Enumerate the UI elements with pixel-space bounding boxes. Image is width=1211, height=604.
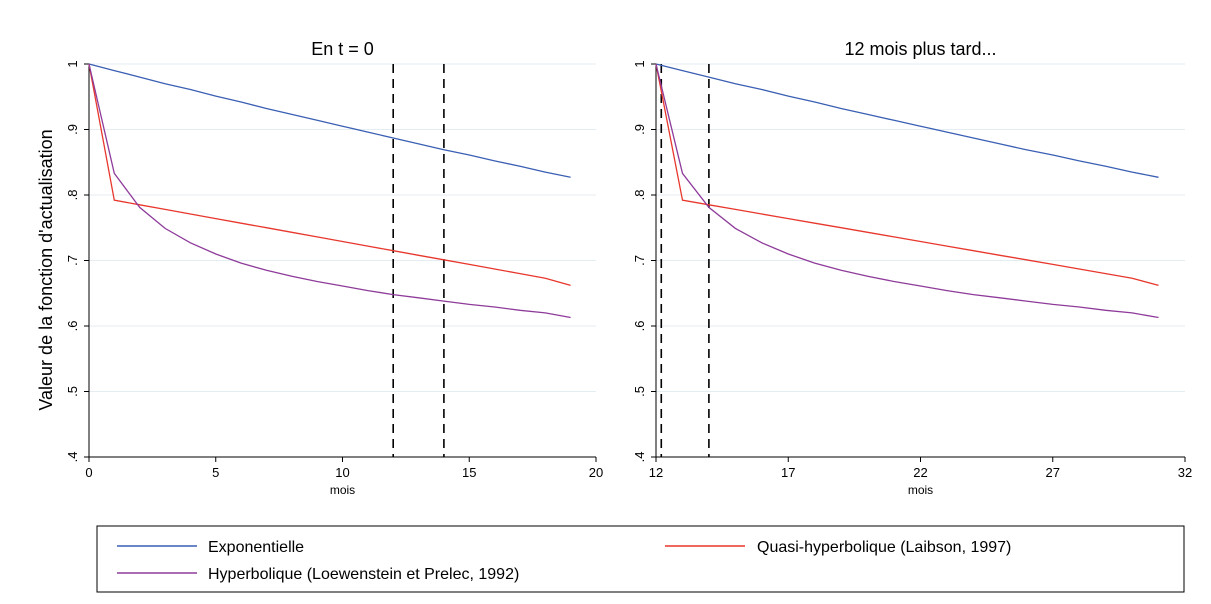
y-axis-label: Valeur de la fonction d'actualisation	[36, 129, 56, 410]
y-tick-label-3: .7	[632, 255, 647, 266]
legend-label-exponentielle: Exponentielle	[208, 539, 304, 556]
y-tick-label-4: .8	[632, 190, 647, 201]
y-tick-label-1: .5	[65, 386, 80, 397]
y-tick-label-6: 1	[632, 60, 647, 67]
x-tick-label-0: 0	[85, 465, 92, 480]
series-line-hyperbolique-loewenstein-et-prelec-1992	[655, 63, 1159, 319]
panel-title: 12 mois plus tard...	[844, 39, 996, 59]
y-tick-label-5: .9	[632, 124, 647, 135]
series-line-hyperbolique-loewenstein-et-prelec-1992	[88, 63, 571, 319]
x-tick-label-3: 15	[462, 465, 476, 480]
panel-title: En t = 0	[311, 39, 374, 59]
y-tick-label-1: .5	[632, 386, 647, 397]
legend-box	[96, 525, 1185, 593]
series-line-exponentielle	[655, 63, 1159, 178]
y-tick-label-0: .4	[65, 452, 80, 463]
x-tick-label-2: 22	[913, 465, 927, 480]
legend-label-quasi-hyperbolique: Quasi-hyperbolique (Laibson, 1997)	[757, 539, 1011, 556]
x-tick-label-1: 17	[781, 465, 795, 480]
y-tick-label-4: .8	[65, 190, 80, 201]
legend-label-hyperbolique: Hyperbolique (Loewenstein et Prelec, 199…	[208, 566, 519, 583]
x-tick-label-0: 12	[649, 465, 663, 480]
series-line-quasi-hyperbolique-laibson-1997	[88, 63, 571, 287]
panel-2: .4 .5 .6 .7 .8 .9 1 12 17 22 27 32 mois 12 mois plus …	[632, 39, 1192, 497]
y-tick-label-5: .9	[65, 124, 80, 135]
x-axis-label: mois	[330, 483, 355, 497]
series-line-quasi-hyperbolique-laibson-1997	[655, 63, 1159, 287]
x-tick-label-4: 32	[1178, 465, 1192, 480]
y-tick-label-2: .6	[632, 321, 647, 332]
y-tick-label-3: .7	[65, 255, 80, 266]
series-line-exponentielle	[88, 63, 571, 178]
y-tick-label-2: .6	[65, 321, 80, 332]
x-axis-label: mois	[908, 483, 933, 497]
x-tick-label-4: 20	[589, 465, 603, 480]
y-tick-label-0: .4	[632, 452, 647, 463]
x-tick-label-3: 27	[1046, 465, 1060, 480]
y-tick-label-6: 1	[65, 60, 80, 67]
x-tick-label-2: 10	[335, 465, 349, 480]
legend: Exponentielle Quasi-hyperbolique (Laibso…	[96, 525, 1185, 593]
x-tick-label-1: 5	[212, 465, 219, 480]
